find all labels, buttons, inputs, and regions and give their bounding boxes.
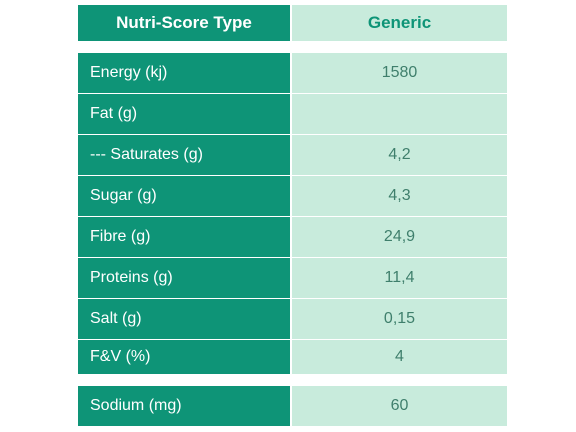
row-value: 4 xyxy=(292,340,507,374)
row-value: 1580 xyxy=(292,53,507,93)
footer-value: 60 xyxy=(292,386,507,426)
footer-row: Sodium (mg) 60 xyxy=(78,386,507,426)
table-row: Fat (g) xyxy=(78,94,507,134)
row-value: 0,15 xyxy=(292,299,507,339)
row-label: --- Saturates (g) xyxy=(78,135,290,175)
table-row: F&V (%) 4 xyxy=(78,340,507,374)
table-row: --- Saturates (g) 4,2 xyxy=(78,135,507,175)
row-value: 24,9 xyxy=(292,217,507,257)
row-value xyxy=(292,94,507,134)
row-value: 4,2 xyxy=(292,135,507,175)
row-label: Salt (g) xyxy=(78,299,290,339)
header-row: Nutri-Score Type Generic xyxy=(78,5,507,41)
row-label: Fat (g) xyxy=(78,94,290,134)
row-label: Proteins (g) xyxy=(78,258,290,298)
row-value: 4,3 xyxy=(292,176,507,216)
row-label: Energy (kj) xyxy=(78,53,290,93)
row-label: Sugar (g) xyxy=(78,176,290,216)
header-label: Nutri-Score Type xyxy=(78,5,290,41)
footer-label: Sodium (mg) xyxy=(78,386,290,426)
table-row: Energy (kj) 1580 xyxy=(78,53,507,93)
table-row: Salt (g) 0,15 xyxy=(78,299,507,339)
table-row: Sugar (g) 4,3 xyxy=(78,176,507,216)
header-value: Generic xyxy=(292,5,507,41)
row-value: 11,4 xyxy=(292,258,507,298)
row-label: Fibre (g) xyxy=(78,217,290,257)
table-row: Fibre (g) 24,9 xyxy=(78,217,507,257)
table-row: Proteins (g) 11,4 xyxy=(78,258,507,298)
row-label: F&V (%) xyxy=(78,340,290,374)
